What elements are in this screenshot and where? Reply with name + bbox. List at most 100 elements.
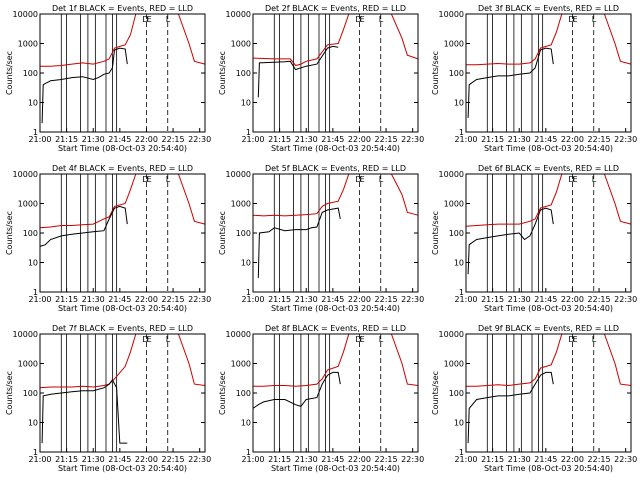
x-tick-label: 21:45 xyxy=(321,135,344,144)
x-tick-label: 21:45 xyxy=(534,135,557,144)
y-tick-label: 100 xyxy=(23,69,38,78)
x-tick-label: 21:00 xyxy=(241,135,264,144)
x-tick-label: 21:45 xyxy=(108,135,131,144)
y-axis-label: Counts/sec xyxy=(431,211,440,255)
x-tick-label: 21:15 xyxy=(481,295,504,304)
y-tick-label: 1000 xyxy=(18,40,38,49)
x-tick-label: 22:30 xyxy=(188,135,211,144)
x-axis-label: Start Time (08-Oct-03 20:54:40) xyxy=(271,464,400,473)
marker-label: D xyxy=(568,15,574,24)
y-tick-label: 10000 xyxy=(13,170,38,179)
x-tick-label: 22:00 xyxy=(561,295,584,304)
y-tick-label: 1000 xyxy=(18,360,38,369)
x-axis-label: Start Time (08-Oct-03 20:54:40) xyxy=(484,304,613,313)
lld-series-line xyxy=(466,333,632,387)
marker-label: L xyxy=(166,335,171,344)
y-tick-label: 1 xyxy=(246,448,251,457)
events-series-line xyxy=(467,207,554,275)
plot-frame xyxy=(39,13,206,133)
y-axis-label: Counts/sec xyxy=(218,211,227,255)
x-tick-label: 21:30 xyxy=(295,455,318,464)
x-tick-label: 21:30 xyxy=(508,295,531,304)
y-tick-label: 1000 xyxy=(231,360,251,369)
y-tick-label: 1000 xyxy=(18,200,38,209)
marker-label: D xyxy=(568,175,574,184)
x-tick-label: 22:00 xyxy=(561,135,584,144)
x-tick-label: 21:30 xyxy=(82,135,105,144)
y-tick-label: 10 xyxy=(28,99,38,108)
panel-title: Det 3f BLACK = Events, RED = LLD xyxy=(478,4,619,13)
x-axis-label: Start Time (08-Oct-03 20:54:40) xyxy=(58,144,187,153)
marker-label: E xyxy=(360,335,365,344)
y-tick-label: 10 xyxy=(454,419,464,428)
y-tick-label: 100 xyxy=(236,389,251,398)
y-tick-label: 10000 xyxy=(439,330,464,339)
y-axis-label: Counts/sec xyxy=(218,51,227,95)
x-tick-label: 21:15 xyxy=(481,455,504,464)
x-tick-label: 21:45 xyxy=(321,455,344,464)
lld-series-line xyxy=(40,13,206,67)
marker-label: L xyxy=(379,175,384,184)
marker-label: D xyxy=(568,335,574,344)
x-tick-label: 22:30 xyxy=(614,295,637,304)
y-axis-label: Counts/sec xyxy=(5,371,14,415)
marker-label: D xyxy=(355,175,361,184)
x-tick-label: 21:00 xyxy=(28,135,51,144)
marker-label: D xyxy=(142,15,148,24)
events-series-line xyxy=(257,207,341,278)
panel-5: Det 5f BLACK = Events, RED = LLD DE L 1 10 10… xyxy=(218,164,424,313)
x-tick-label: 21:15 xyxy=(268,295,291,304)
panel-title: Det 6f BLACK = Events, RED = LLD xyxy=(478,164,619,173)
x-tick-label: 21:30 xyxy=(82,455,105,464)
marker-label: E xyxy=(573,175,578,184)
y-tick-label: 10 xyxy=(241,99,251,108)
x-tick-label: 22:15 xyxy=(375,135,398,144)
panel-title: Det 4f BLACK = Events, RED = LLD xyxy=(52,164,193,173)
plot-frame xyxy=(252,13,419,133)
y-axis-label: Counts/sec xyxy=(431,371,440,415)
x-tick-label: 22:00 xyxy=(135,135,158,144)
marker-label: D xyxy=(355,335,361,344)
x-tick-label: 21:30 xyxy=(508,455,531,464)
panel-1: Det 1f BLACK = Events, RED = LLD DE L 1 10 10… xyxy=(5,4,211,153)
y-tick-label: 10 xyxy=(28,419,38,428)
x-tick-label: 22:15 xyxy=(375,455,398,464)
x-tick-label: 22:30 xyxy=(401,135,424,144)
x-tick-label: 21:15 xyxy=(268,455,291,464)
marker-label: L xyxy=(166,15,171,24)
x-axis-label: Start Time (08-Oct-03 20:54:40) xyxy=(271,304,400,313)
x-tick-label: 22:15 xyxy=(588,295,611,304)
y-tick-label: 1000 xyxy=(231,40,251,49)
lld-series-line xyxy=(252,173,419,217)
panel-title: Det 9f BLACK = Events, RED = LLD xyxy=(478,324,619,333)
y-tick-label: 10000 xyxy=(13,330,38,339)
x-tick-label: 22:15 xyxy=(162,135,185,144)
x-tick-label: 22:00 xyxy=(135,455,158,464)
x-tick-label: 22:30 xyxy=(614,135,637,144)
x-tick-label: 22:30 xyxy=(401,295,424,304)
x-tick-label: 21:45 xyxy=(108,295,131,304)
y-tick-label: 1 xyxy=(246,128,251,137)
lld-series-line xyxy=(39,333,206,389)
plot-frame xyxy=(252,173,419,293)
plot-frame xyxy=(39,173,206,293)
y-tick-label: 10 xyxy=(241,419,251,428)
marker-label: L xyxy=(379,15,384,24)
y-tick-label: 100 xyxy=(449,389,464,398)
panel-title: Det 5f BLACK = Events, RED = LLD xyxy=(265,164,406,173)
y-tick-label: 10 xyxy=(454,259,464,268)
panel-title: Det 1f BLACK = Events, RED = LLD xyxy=(52,4,193,13)
x-tick-label: 21:00 xyxy=(454,455,477,464)
y-tick-label: 1 xyxy=(459,288,464,297)
plot-frame xyxy=(465,173,632,293)
x-tick-label: 21:00 xyxy=(241,295,264,304)
y-axis-label: Counts/sec xyxy=(5,51,14,95)
marker-label: L xyxy=(592,15,597,24)
y-tick-label: 10000 xyxy=(226,330,251,339)
plot-frame xyxy=(465,333,632,453)
panel-7: Det 7f BLACK = Events, RED = LLD DE L 1 10 10… xyxy=(5,324,211,473)
marker-label: L xyxy=(592,335,597,344)
lld-series-line xyxy=(252,13,419,67)
marker-label: E xyxy=(573,15,578,24)
x-tick-label: 21:30 xyxy=(508,135,531,144)
